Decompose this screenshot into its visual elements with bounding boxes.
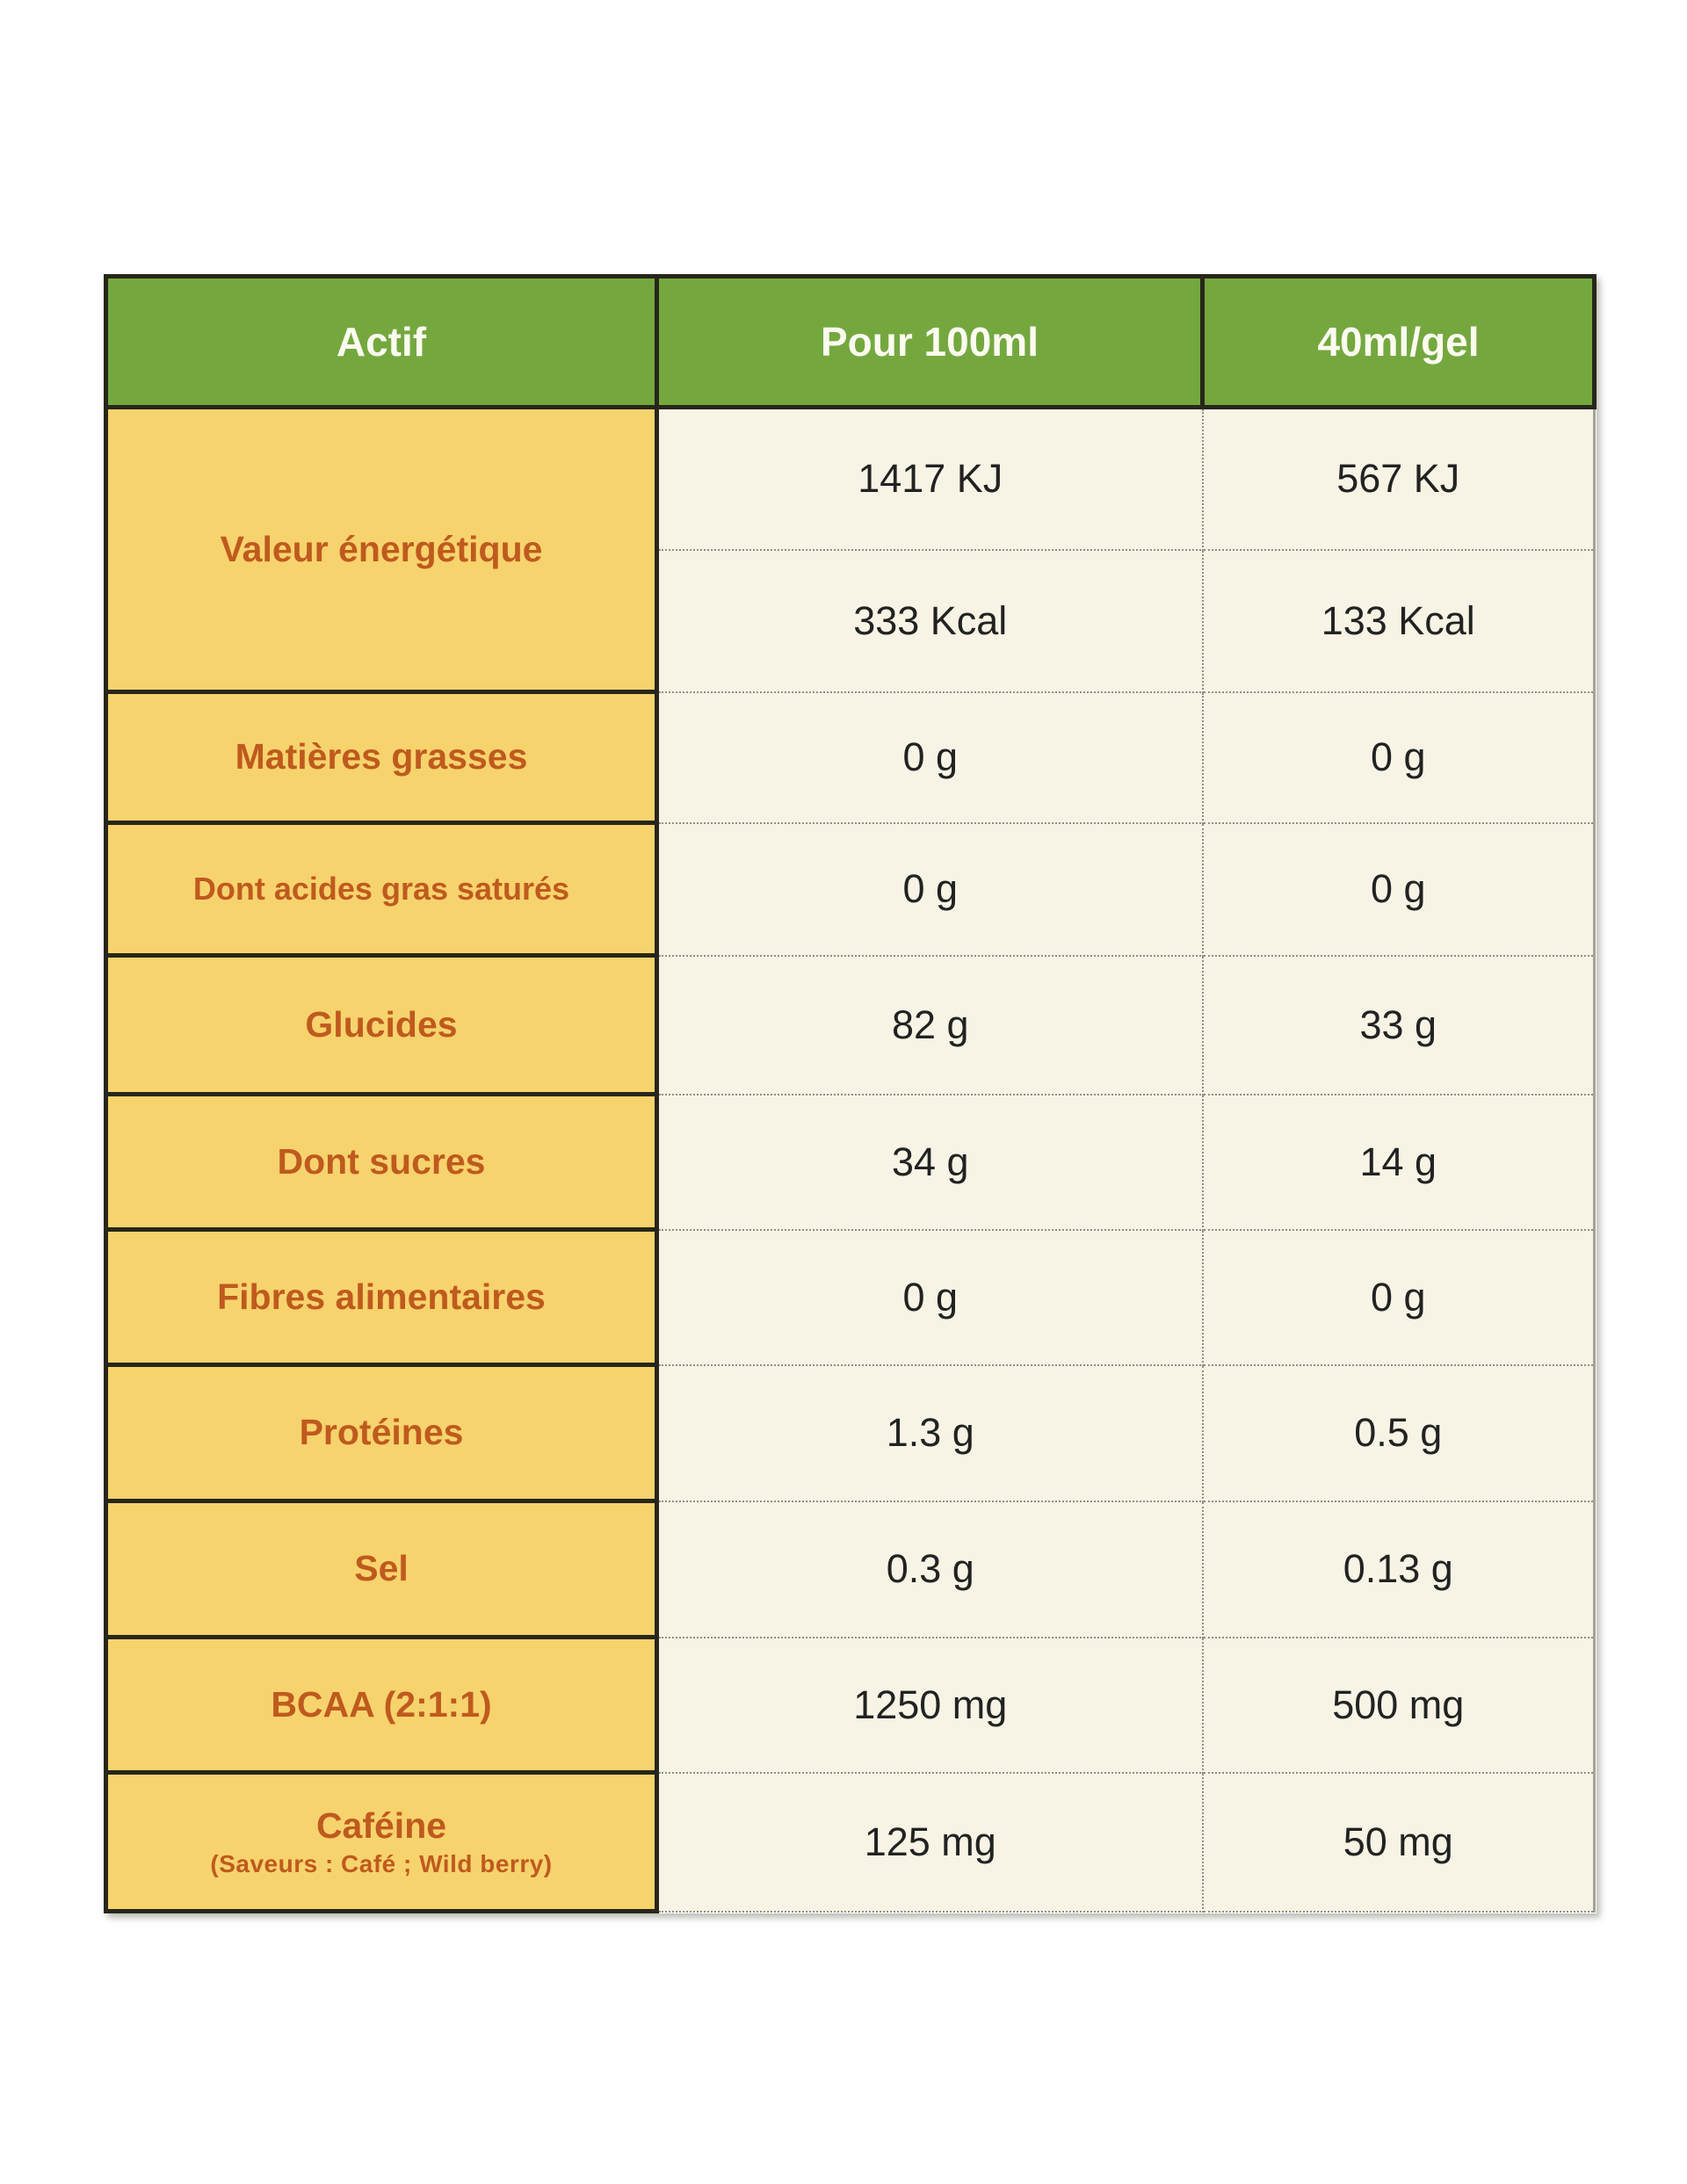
value-glucides-100ml: 82 g bbox=[655, 954, 1204, 1096]
value-acides-gras-satures-100ml: 0 g bbox=[655, 821, 1204, 957]
value-fibres-100ml: 0 g bbox=[655, 1228, 1204, 1366]
value-sel-100ml: 0.3 g bbox=[655, 1500, 1204, 1638]
table-row-bcaa: BCAA (2:1:1) 1250 mg 500 mg bbox=[104, 1635, 1596, 1775]
value-cafeine-gel: 50 mg bbox=[1201, 1771, 1596, 1913]
row-label-proteines: Protéines bbox=[104, 1363, 659, 1503]
value-dont-sucres-gel: 14 g bbox=[1201, 1093, 1596, 1231]
value-proteines-gel: 0.5 g bbox=[1201, 1363, 1596, 1502]
value-acides-gras-satures-gel: 0 g bbox=[1201, 821, 1596, 957]
table-row-cafeine: Caféine (Saveurs : Café ; Wild berry) 12… bbox=[104, 1770, 1596, 1913]
value-cafeine-100ml: 125 mg bbox=[655, 1771, 1204, 1913]
col-header-actif: Actif bbox=[104, 274, 659, 409]
table-row-acides-gras-satures: Dont acides gras saturés 0 g 0 g bbox=[104, 821, 1596, 958]
row-label-fibres-alimentaires: Fibres alimentaires bbox=[104, 1227, 659, 1367]
col-header-40ml-gel: 40ml/gel bbox=[1200, 274, 1596, 409]
row-label-glucides: Glucides bbox=[104, 953, 659, 1096]
row-label-cafeine: Caféine (Saveurs : Café ; Wild berry) bbox=[104, 1770, 659, 1913]
table-row-matieres-grasses: Matières grasses 0 g 0 g bbox=[104, 690, 1596, 825]
table-row-dont-sucres: Dont sucres 34 g 14 g bbox=[104, 1092, 1596, 1232]
table-row-energie-kj: Valeur énergétique 1417 KJ 567 KJ bbox=[104, 405, 1596, 694]
cafeine-label-text: Caféine bbox=[315, 1804, 447, 1846]
cafeine-saveurs-sublabel: (Saveurs : Café ; Wild berry) bbox=[210, 1849, 553, 1877]
value-dont-sucres-100ml: 34 g bbox=[655, 1093, 1204, 1231]
row-label-acides-gras-satures: Dont acides gras saturés bbox=[104, 821, 659, 958]
value-energie-kj-gel: 567 KJ bbox=[1201, 406, 1596, 551]
header-row: Actif Pour 100ml 40ml/gel bbox=[104, 274, 1596, 409]
value-energie-kcal-gel: 133 Kcal bbox=[1201, 548, 1596, 693]
value-bcaa-gel: 500 mg bbox=[1201, 1636, 1596, 1774]
value-fibres-gel: 0 g bbox=[1201, 1228, 1596, 1366]
table-row-proteines: Protéines 1.3 g 0.5 g bbox=[104, 1363, 1596, 1503]
row-label-valeur-energetique: Valeur énergétique bbox=[104, 405, 659, 694]
row-label-dont-sucres: Dont sucres bbox=[104, 1092, 659, 1232]
value-sel-gel: 0.13 g bbox=[1201, 1500, 1596, 1638]
value-energie-kj-100ml: 1417 KJ bbox=[655, 406, 1204, 551]
value-matieres-grasses-gel: 0 g bbox=[1201, 691, 1596, 824]
row-label-sel: Sel bbox=[104, 1499, 659, 1639]
value-matieres-grasses-100ml: 0 g bbox=[655, 691, 1204, 824]
row-label-bcaa: BCAA (2:1:1) bbox=[104, 1635, 659, 1775]
value-energie-kcal-100ml: 333 Kcal bbox=[655, 548, 1204, 693]
nutrition-table: Actif Pour 100ml 40ml/gel Valeur énergét… bbox=[104, 274, 1596, 1913]
table-row-fibres: Fibres alimentaires 0 g 0 g bbox=[104, 1227, 1596, 1367]
table-row-energie-kcal: 333 Kcal 133 Kcal bbox=[106, 548, 1596, 693]
row-label-matieres-grasses: Matières grasses bbox=[104, 690, 659, 825]
value-bcaa-100ml: 1250 mg bbox=[655, 1636, 1204, 1774]
col-header-pour-100ml: Pour 100ml bbox=[655, 274, 1205, 409]
table-row-glucides: Glucides 82 g 33 g bbox=[104, 953, 1596, 1096]
table-row-sel: Sel 0.3 g 0.13 g bbox=[104, 1499, 1596, 1639]
value-glucides-gel: 33 g bbox=[1201, 954, 1596, 1096]
value-proteines-100ml: 1.3 g bbox=[655, 1363, 1204, 1502]
